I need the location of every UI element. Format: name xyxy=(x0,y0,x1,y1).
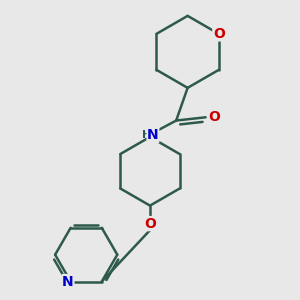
Text: H: H xyxy=(142,130,152,140)
Text: O: O xyxy=(208,110,220,124)
Text: O: O xyxy=(144,217,156,231)
Text: O: O xyxy=(213,27,225,41)
Text: N: N xyxy=(62,274,74,289)
Text: N: N xyxy=(147,128,159,142)
